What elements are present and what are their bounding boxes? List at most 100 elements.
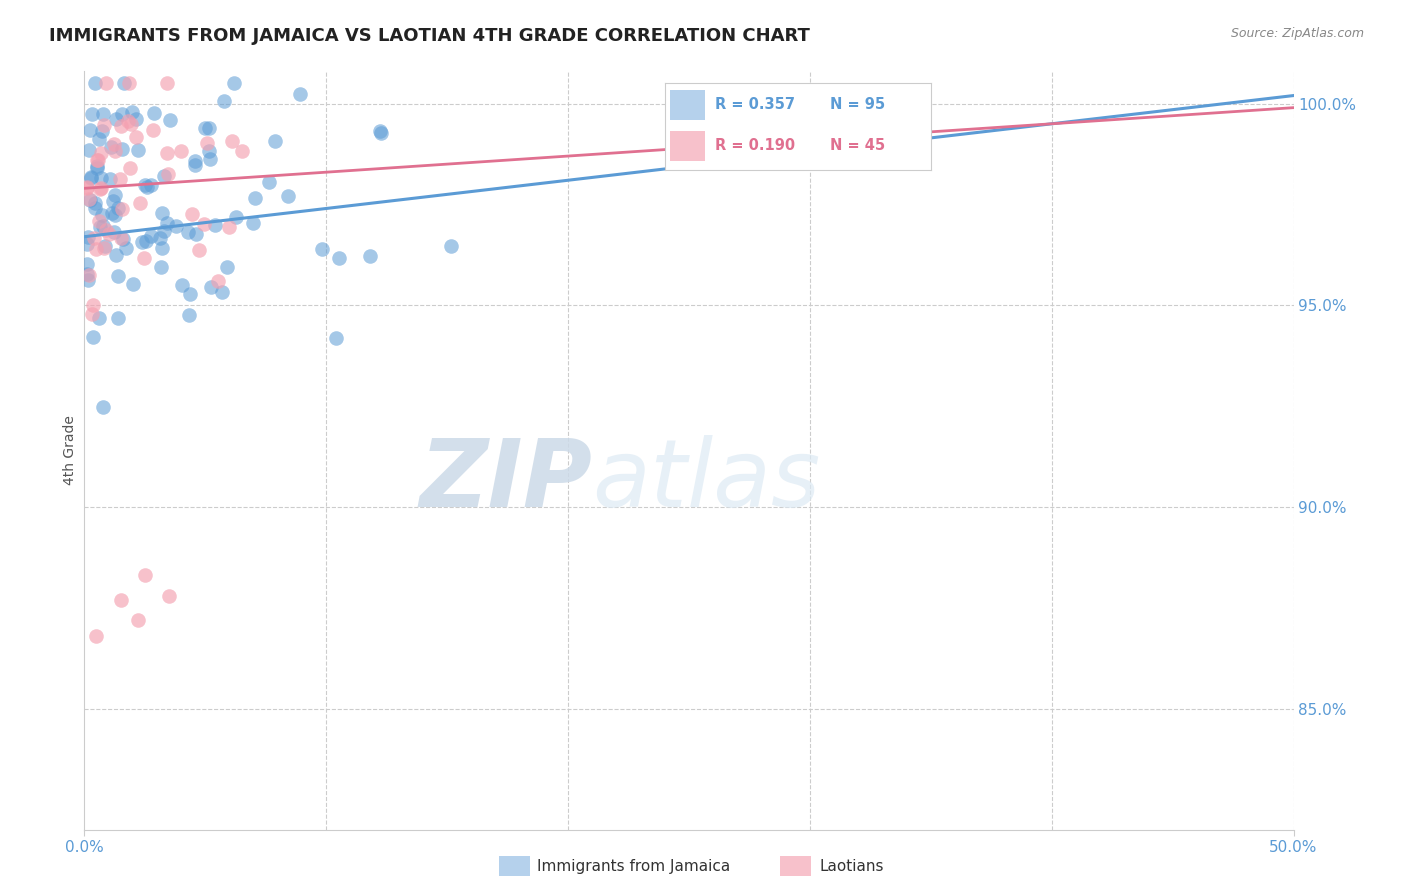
Point (84, 242, 107, 256)
Point (110, 231, 132, 245)
Point (80, 170, 103, 185)
Point (156, 145, 179, 160)
Point (277, 189, 299, 203)
Point (76, 257, 98, 271)
Point (180, 207, 202, 221)
Point (91, 401, 114, 415)
Point (111, 202, 134, 216)
Point (170, 145, 193, 159)
Point (264, 134, 287, 148)
Point (156, 216, 179, 230)
Point (159, 112, 181, 127)
Point (79, 194, 101, 208)
Point (218, 219, 240, 234)
Point (93, 238, 115, 252)
Point (86, 153, 108, 168)
Point (83, 77, 105, 91)
Point (107, 201, 129, 215)
Point (103, 137, 125, 152)
Point (134, 568, 156, 582)
Point (108, 171, 131, 186)
Point (325, 331, 347, 345)
Point (200, 280, 222, 294)
Text: Laotians: Laotians (820, 859, 884, 873)
Point (77, 230, 100, 244)
Point (127, 143, 149, 157)
Point (165, 219, 187, 234)
Point (184, 158, 207, 172)
Point (77, 273, 100, 287)
Point (121, 105, 143, 120)
Point (90, 124, 112, 138)
Point (222, 77, 245, 91)
Point (77, 268, 100, 283)
Point (93, 241, 115, 255)
Point (184, 153, 207, 168)
Point (118, 161, 141, 175)
Point (79, 122, 101, 136)
Point (87, 311, 110, 326)
Point (143, 106, 166, 120)
Point (242, 216, 264, 230)
Point (82, 298, 104, 312)
Point (311, 242, 333, 256)
Text: Source: ZipAtlas.com: Source: ZipAtlas.com (1230, 27, 1364, 40)
Point (82, 107, 104, 121)
Text: Immigrants from Jamaica: Immigrants from Jamaica (537, 859, 730, 873)
Point (193, 218, 215, 232)
Point (87, 153, 110, 168)
Point (127, 613, 149, 627)
Point (82, 330, 104, 344)
Point (76, 237, 98, 252)
Point (134, 178, 156, 193)
Point (150, 206, 173, 220)
Point (243, 191, 266, 205)
Point (93, 118, 115, 132)
Point (77, 192, 100, 206)
Point (156, 167, 179, 181)
Point (83, 231, 105, 245)
Point (131, 235, 153, 249)
Point (139, 229, 162, 244)
Point (91, 219, 114, 234)
Point (104, 248, 127, 262)
Point (132, 251, 155, 265)
Point (84, 195, 107, 210)
Point (110, 119, 132, 133)
Point (90, 208, 112, 222)
Text: ZIP: ZIP (419, 434, 592, 527)
Point (368, 124, 391, 138)
Point (225, 210, 247, 224)
Point (188, 243, 211, 257)
Point (76, 180, 98, 194)
Point (97, 227, 120, 241)
Point (98, 172, 121, 186)
Point (90, 171, 112, 186)
Point (89, 181, 111, 195)
Point (195, 136, 218, 150)
Point (194, 121, 217, 136)
Point (125, 112, 148, 126)
Point (156, 77, 179, 91)
Point (177, 225, 200, 239)
Point (142, 123, 165, 137)
Point (94, 223, 117, 237)
Point (125, 130, 148, 145)
Point (90, 180, 112, 194)
Point (104, 112, 127, 126)
Point (111, 232, 134, 246)
Point (87, 132, 110, 146)
Point (104, 208, 127, 222)
Point (184, 227, 207, 242)
Point (76, 267, 98, 281)
Point (86, 160, 108, 174)
Point (115, 241, 138, 255)
Point (359, 250, 381, 264)
Point (79, 144, 101, 158)
Point (217, 260, 239, 274)
Point (86, 161, 108, 175)
Point (111, 142, 134, 156)
Point (231, 144, 253, 158)
Point (111, 107, 134, 121)
Point (204, 218, 226, 232)
